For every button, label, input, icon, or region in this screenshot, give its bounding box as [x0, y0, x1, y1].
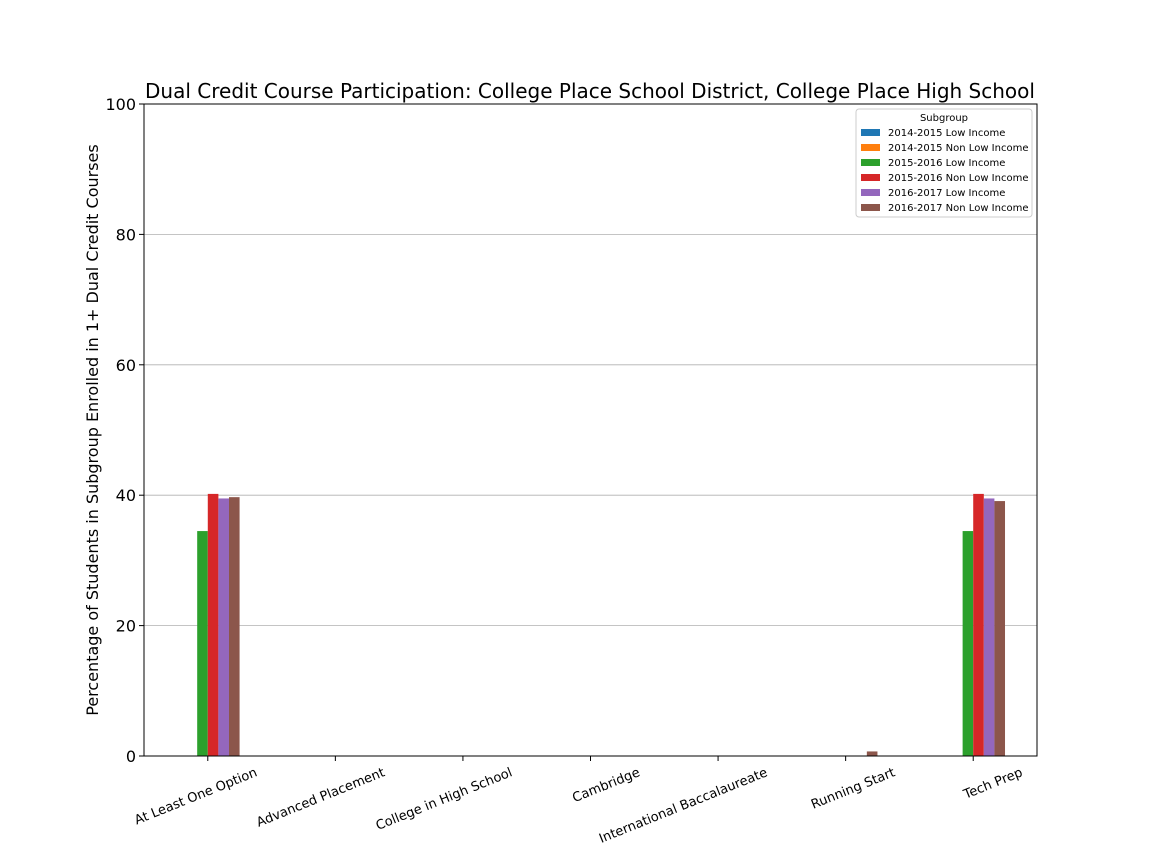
- legend-label: 2016-2017 Non Low Income: [888, 203, 1028, 214]
- legend-label: 2016-2017 Low Income: [888, 188, 1005, 199]
- legend-swatch: [861, 204, 880, 211]
- bar: [197, 531, 208, 756]
- y-tick-label: 20: [116, 617, 136, 636]
- x-tick-label: At Least One Option: [133, 765, 260, 828]
- legend-swatch: [861, 144, 880, 151]
- bar: [218, 498, 229, 756]
- bar: [994, 501, 1006, 756]
- legend-label: 2015-2016 Low Income: [888, 158, 1005, 169]
- legend-swatch: [861, 129, 880, 136]
- bars-group: [197, 493, 1006, 756]
- x-tick-label: Tech Prep: [961, 765, 1025, 803]
- chart-title: Dual Credit Course Participation: Colleg…: [145, 79, 1035, 103]
- legend-title: Subgroup: [920, 113, 968, 124]
- y-tick-label: 60: [116, 356, 136, 375]
- bar: [866, 751, 878, 756]
- legend-swatch: [861, 174, 880, 181]
- y-axis: 0 20 40 60 80 100: [105, 95, 144, 766]
- y-tick-label: 0: [126, 747, 136, 766]
- legend-label: 2014-2015 Low Income: [888, 128, 1005, 139]
- legend-box: [855, 108, 1033, 218]
- bar: [983, 498, 995, 756]
- y-axis-label: Percentage of Students in Subgroup Enrol…: [83, 144, 102, 715]
- x-tick-label: Running Start: [809, 765, 897, 812]
- x-tick-label: Cambridge: [570, 765, 642, 806]
- legend-label: 2015-2016 Non Low Income: [888, 173, 1028, 184]
- bar: [207, 493, 219, 756]
- x-tick-label: College in High School: [374, 765, 515, 834]
- y-tick-label: 80: [116, 225, 136, 244]
- x-tick-label: Advanced Placement: [255, 765, 388, 830]
- legend: Subgroup 2014-2015 Low Income 2014-2015 No…: [855, 108, 1033, 218]
- legend-label: 2014-2015 Non Low Income: [888, 143, 1028, 154]
- bar: [962, 531, 974, 756]
- bar: [973, 493, 984, 756]
- y-tick-label: 100: [105, 95, 136, 114]
- bar: [228, 497, 240, 756]
- y-tick-label: 40: [116, 486, 136, 505]
- legend-swatch: [861, 159, 880, 166]
- legend-swatch: [861, 189, 880, 196]
